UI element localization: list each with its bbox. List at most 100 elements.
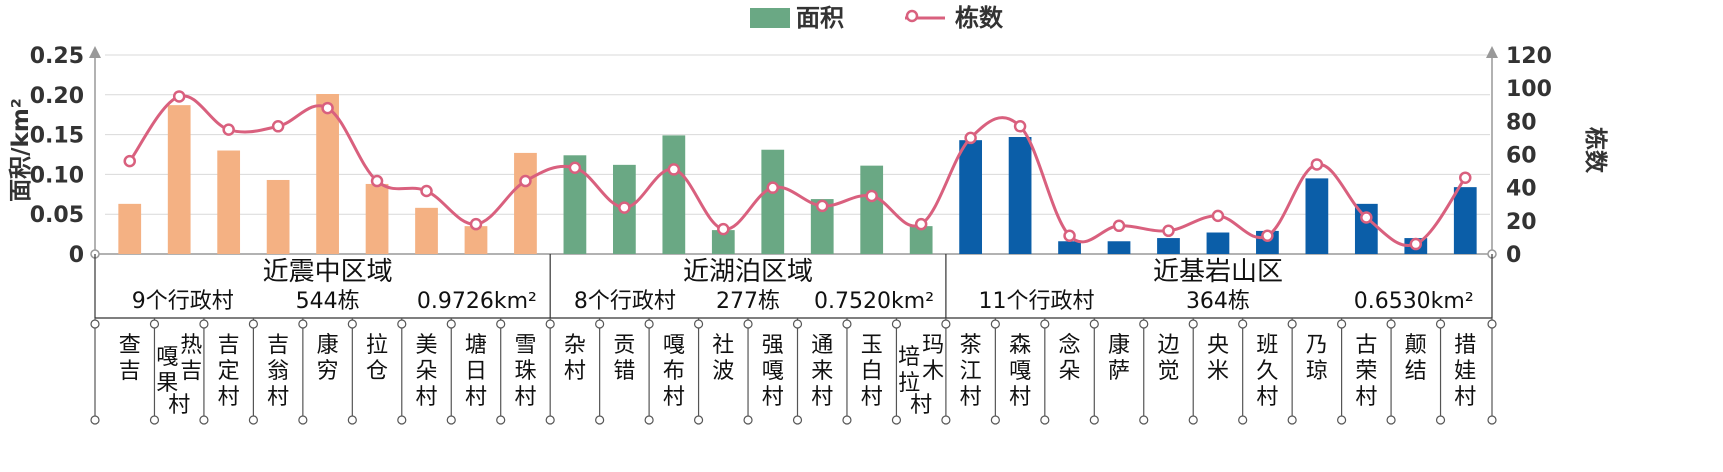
village-label-char: 嘎 <box>156 345 178 370</box>
separator-marker <box>693 415 704 425</box>
village-label-char: 来 <box>811 359 833 384</box>
separator-marker <box>397 415 407 425</box>
separator-marker <box>743 319 753 329</box>
separator-marker <box>1188 415 1198 425</box>
village-label-char: 颠 <box>1405 333 1427 358</box>
village-label-char: 拉 <box>898 371 920 396</box>
separator-marker <box>347 415 357 425</box>
separator-marker <box>90 319 100 329</box>
y-left-tick-label: 0.05 <box>30 203 84 228</box>
line-buildings <box>128 94 1467 247</box>
village-label-char: 古 <box>1355 333 1377 358</box>
separator-marker <box>199 415 209 425</box>
line-point-buildings <box>172 90 186 103</box>
line-point-buildings <box>1360 211 1373 224</box>
y-left-tick-label: 0.15 <box>30 124 84 149</box>
bar-area <box>217 150 241 254</box>
bar-area <box>909 226 933 254</box>
village-label-char: 社 <box>712 333 734 358</box>
y-right-tick-label: 120 <box>1506 44 1552 69</box>
village-label-char: 琼 <box>1306 359 1328 384</box>
village-label-char: 村 <box>762 385 784 410</box>
legend-marker-buildings <box>905 9 919 23</box>
bar-area <box>415 207 438 254</box>
village-label-char: 美 <box>416 333 438 358</box>
separator-marker <box>545 319 555 329</box>
gridlines <box>105 54 1490 255</box>
village-label-char: 朵 <box>416 359 438 384</box>
separator-marker <box>496 319 506 329</box>
line-point-buildings <box>1063 229 1076 243</box>
left-axis-arrow-icon <box>89 46 101 58</box>
village-label-char: 嘎 <box>762 359 784 384</box>
village-label-char: 村 <box>1355 385 1377 410</box>
village-label-char: 康 <box>1108 333 1130 358</box>
legend-label-area: 面积 <box>796 4 844 32</box>
separator-marker <box>1337 415 1347 425</box>
region-building-count: 277栋 <box>716 289 780 314</box>
line-point-buildings <box>618 201 631 214</box>
separator-marker <box>1487 319 1497 329</box>
bar-area <box>464 226 488 254</box>
line-point-buildings <box>1112 219 1126 233</box>
village-label-char: 措 <box>1454 333 1476 358</box>
separator-marker <box>1238 415 1248 425</box>
village-label-char: 村 <box>416 385 438 410</box>
bar-area <box>1453 187 1477 254</box>
separator-marker <box>1287 415 1297 425</box>
separator-marker <box>644 319 654 329</box>
legend: 面积 栋数 <box>750 4 1004 32</box>
line-point-buildings <box>914 217 928 231</box>
region-name: 近湖泊区域 <box>683 257 813 287</box>
village-label-char: 玉 <box>861 333 883 358</box>
village-label-char: 通 <box>811 333 833 358</box>
village-label-char: 班 <box>1256 333 1278 358</box>
separator-marker <box>792 415 803 425</box>
village-label-char: 白 <box>861 359 883 384</box>
separator-marker <box>1040 415 1050 425</box>
separator-marker <box>743 415 753 425</box>
separator-marker <box>1337 319 1347 329</box>
line-point-buildings <box>1459 171 1472 184</box>
separator-marker <box>1435 319 1446 329</box>
village-label-char: 玛 <box>922 333 944 358</box>
village-label-char: 村 <box>663 385 685 410</box>
line-point-buildings <box>766 181 780 194</box>
separator-marker <box>397 319 407 329</box>
region-building-count: 544栋 <box>296 289 360 314</box>
village-label-char: 江 <box>960 359 982 384</box>
separator-marker <box>1040 319 1050 329</box>
village-label-char: 森 <box>1009 333 1031 358</box>
line-point-buildings <box>1310 158 1324 171</box>
separator-marker <box>90 415 100 425</box>
y-right-tick-label: 40 <box>1506 177 1537 202</box>
village-label-char: 培 <box>898 345 920 370</box>
village-label-char: 村 <box>861 385 883 410</box>
bar-area <box>1157 238 1180 254</box>
line-point-buildings <box>370 174 384 188</box>
village-label-char: 日 <box>465 359 487 384</box>
village-label-char: 热 <box>180 333 202 358</box>
village-label-char: 仓 <box>366 359 388 384</box>
line-point-buildings <box>865 189 878 203</box>
village-label-char: 村 <box>465 385 487 410</box>
region-name: 近震中区域 <box>263 257 393 287</box>
village-label-char: 查 <box>119 333 141 358</box>
separator-marker <box>595 415 605 425</box>
y-right-tick-label: 20 <box>1506 210 1537 235</box>
village-label-char: 木 <box>922 359 944 384</box>
village-label-char: 嘎 <box>1009 359 1031 384</box>
line-point-buildings <box>1211 209 1225 223</box>
region-area: 0.7520km² <box>814 289 934 314</box>
bar-area <box>959 140 983 254</box>
village-label-char: 荣 <box>1355 359 1377 384</box>
y-left-tick-label: 0.25 <box>30 44 84 69</box>
y-right-tick-label: 60 <box>1506 144 1537 169</box>
village-label-char: 久 <box>1256 359 1278 384</box>
village-label-char: 村 <box>514 385 536 410</box>
separator-marker <box>1238 319 1248 329</box>
separator-marker <box>1188 319 1198 329</box>
separator-marker <box>842 415 852 425</box>
separator-marker <box>446 415 456 425</box>
village-label-char: 娃 <box>1454 359 1476 384</box>
